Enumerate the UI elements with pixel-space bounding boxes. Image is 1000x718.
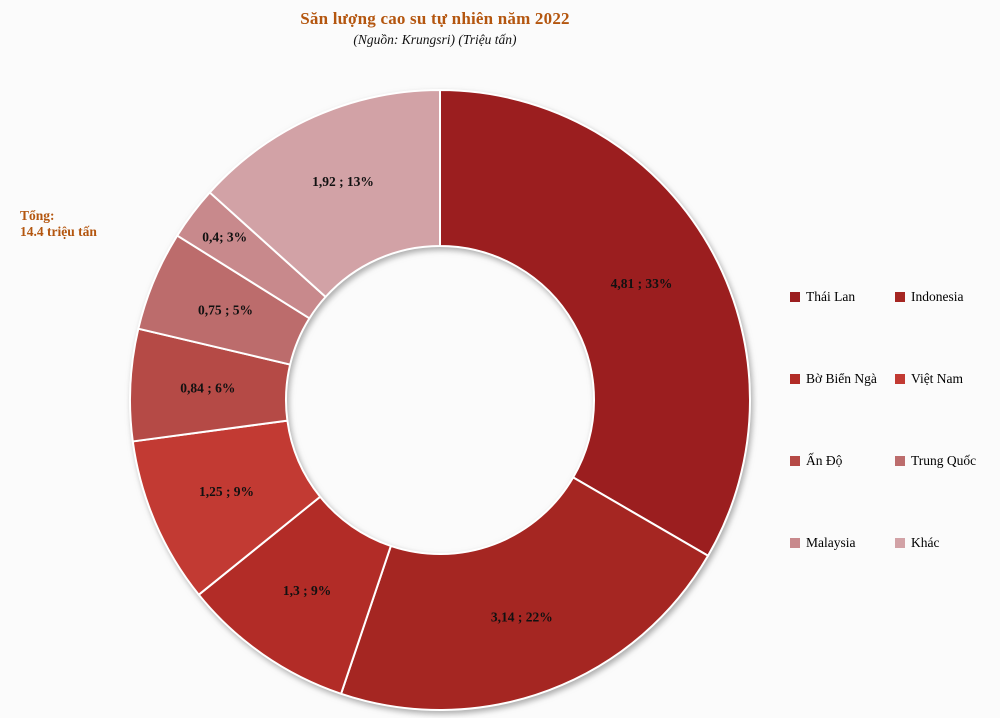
slice-value-label-malaysia: 0,4; 3%	[202, 230, 247, 245]
total-label: Tổng:	[20, 208, 55, 223]
slice-value-label-thai-lan: 4,81 ; 33%	[611, 276, 673, 291]
slice-value-label-an-do: 0,84 ; 6%	[180, 381, 235, 396]
donut-slice-indonesia	[340, 476, 710, 711]
legend-item-bo-bien-nga: Bờ Biển Ngà	[790, 371, 895, 386]
legend-label-thai-lan: Thái Lan	[806, 288, 856, 304]
legend-label-indonesia: Indonesia	[911, 288, 964, 304]
legend-item-thai-lan: Thái Lan	[790, 289, 895, 304]
legend-swatch-viet-nam	[895, 373, 905, 384]
slice-value-label-viet-nam: 1,25 ; 9%	[199, 484, 254, 499]
legend-label-an-do: Ấn Độ	[806, 452, 843, 468]
legend-label-khac: Khác	[911, 534, 940, 550]
legend-label-trung-quoc: Trung Quốc	[911, 452, 977, 468]
legend-label-malaysia: Malaysia	[806, 534, 856, 550]
legend-swatch-an-do	[790, 455, 800, 466]
legend-item-an-do: Ấn Độ	[790, 453, 895, 468]
slice-value-label-indonesia: 3,14 ; 22%	[491, 610, 553, 625]
total-annotation: Tổng: 14.4 triệu tấn	[20, 208, 97, 239]
slice-value-label-trung-quoc: 0,75 ; 5%	[198, 302, 253, 317]
total-value: 14.4 triệu tấn	[20, 223, 97, 239]
legend-swatch-thai-lan	[790, 291, 800, 302]
legend-item-malaysia: Malaysia	[790, 535, 895, 550]
legend-swatch-bo-bien-nga	[790, 373, 800, 384]
legend-label-viet-nam: Việt Nam	[911, 370, 964, 386]
chart-title: Săn lượng cao su tự nhiên năm 2022	[300, 9, 570, 28]
legend-swatch-malaysia	[790, 537, 800, 548]
donut-slice-thai-lan	[439, 89, 751, 557]
legend-swatch-trung-quoc	[895, 455, 905, 466]
chart-subtitle: (Nguồn: Krungsri) (Triệu tấn)	[353, 32, 517, 47]
donut-slice-khac	[208, 89, 441, 298]
legend-item-viet-nam: Việt Nam	[895, 371, 976, 386]
chart-legend: Thái Lan Indonesia Bờ Biển Ngà Việt Nam Ấn Đ…	[790, 289, 976, 550]
legend-item-trung-quoc: Trung Quốc	[895, 453, 976, 468]
legend-swatch-indonesia	[895, 291, 905, 302]
slice-value-label-khac: 1,92 ; 13%	[312, 174, 374, 189]
legend-item-indonesia: Indonesia	[895, 289, 976, 304]
legend-item-khac: Khác	[895, 535, 976, 550]
legend-label-bo-bien-nga: Bờ Biển Ngà	[806, 370, 877, 386]
slice-value-label-bo-bien-nga: 1,3 ; 9%	[283, 583, 331, 598]
legend-swatch-khac	[895, 537, 905, 548]
